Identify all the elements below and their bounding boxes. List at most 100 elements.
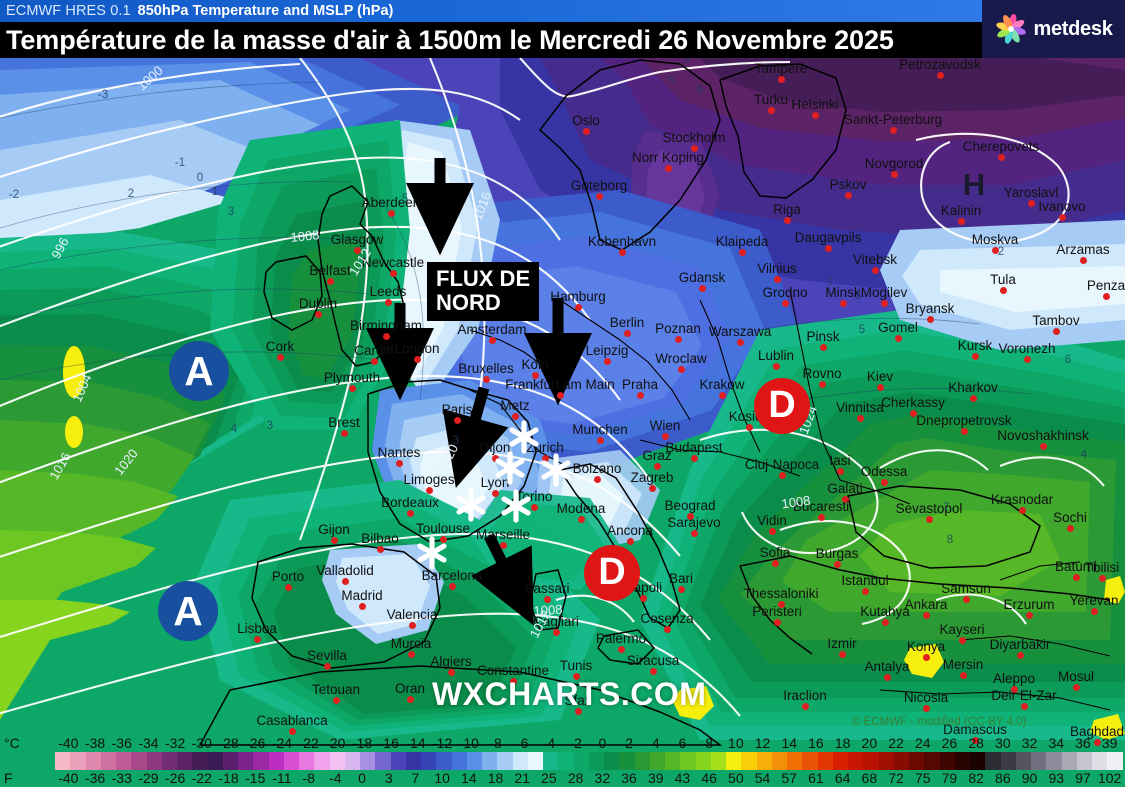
colorbar-tick: 10: [728, 735, 744, 751]
colorbar-tick: -6: [516, 735, 529, 751]
colorbar-tick: -15: [245, 770, 266, 786]
colorbar-tick: 4: [651, 735, 660, 751]
colorbar-tick: 97: [1075, 770, 1091, 786]
colorbar-tick: -16: [378, 735, 399, 751]
colorbar-tick: 75: [914, 770, 931, 786]
colorbar-segment: [710, 752, 726, 770]
title-bar: Température de la masse d'air à 1500m le…: [0, 22, 982, 58]
colorbar-segment: [85, 752, 101, 770]
colorbar-segment: [665, 752, 681, 770]
colorbar-tick: -18: [218, 770, 239, 786]
colorbar-segment: [756, 752, 772, 770]
colorbar-tick: -26: [245, 735, 266, 751]
colorbar-tick: -8: [302, 770, 315, 786]
colorbar-segment: [131, 752, 147, 770]
flux-de-nord-label: FLUX DE NORD: [427, 262, 540, 321]
temperature-colorbar[interactable]: °C -40 -38 -36 -34 -32 -30 -28 -26 -24 -22 -20 -18-…: [0, 735, 1125, 787]
colorbar-segment: [588, 752, 604, 770]
colorbar-tick: 36: [1075, 735, 1091, 751]
colorbar-tick: 16: [808, 735, 824, 751]
ecmwf-credit: © ECMWF - modified (CC-BY 4.0): [852, 716, 1027, 728]
colorbar-tick: 22: [888, 735, 904, 751]
metdesk-brand[interactable]: metdesk: [982, 0, 1125, 58]
colorbar-segment: [177, 752, 193, 770]
colorbar-tick: -14: [405, 735, 426, 751]
colorbar-tick: -34: [138, 735, 159, 751]
header-info-strip: ECMWF HRES 0.1 850hPa Temperature and MS…: [0, 0, 982, 22]
colorbar-segment: [832, 752, 848, 770]
colorbar-segment: [70, 752, 86, 770]
colorbar-tick: -24: [271, 735, 293, 751]
colorbar-segment: [985, 752, 1001, 770]
flow-arrows: [365, 158, 593, 626]
colorbar-segment: [954, 752, 970, 770]
colorbar-segment: [680, 752, 696, 770]
colorbar-segment: [1061, 752, 1077, 770]
colorbar-segment: [238, 752, 254, 770]
colorbar-tick: -18: [351, 735, 373, 751]
high-center-letter: H: [962, 166, 986, 202]
high-pressure-marker[interactable]: A: [158, 581, 218, 641]
colorbar-tick: 18: [834, 735, 851, 751]
colorbar-segment: [253, 752, 269, 770]
colorbar-tick: 46: [701, 770, 717, 786]
colorbar-segment: [344, 752, 360, 770]
colorbar-segment: [817, 752, 833, 770]
colorbar-segment: [299, 752, 315, 770]
colorbar-tick: 10: [434, 770, 450, 786]
colorbar-segment: [55, 752, 71, 770]
colorbar-tick: 0: [598, 735, 607, 751]
colorbar-gradient: [55, 752, 1123, 770]
colorbar-tick: 50: [728, 770, 744, 786]
colorbar-segment: [649, 752, 665, 770]
colorbar-tick: 79: [941, 770, 958, 786]
colorbar-segment: [787, 752, 803, 770]
colorbar-segment: [878, 752, 894, 770]
colorbar-tick: -4: [329, 770, 342, 786]
colorbar-segment: [1092, 752, 1108, 770]
colorbar-segment: [161, 752, 177, 770]
colorbar-segment: [771, 752, 787, 770]
colorbar-segment: [1046, 752, 1062, 770]
high-pressure-marker[interactable]: A: [169, 341, 229, 401]
colorbar-tick: 102: [1097, 770, 1122, 786]
colorbar-tick: -32: [165, 735, 186, 751]
colorbar-segment: [360, 752, 376, 770]
colorbar-segment: [863, 752, 879, 770]
colorbar-tick: -2: [569, 735, 582, 751]
colorbar-segment: [970, 752, 986, 770]
colorbar-segment: [848, 752, 864, 770]
colorbar-segment: [802, 752, 818, 770]
low-pressure-marker[interactable]: D: [754, 378, 810, 434]
colorbar-segment: [390, 752, 406, 770]
low-pressure-marker[interactable]: D: [584, 545, 640, 601]
colorbar-segment: [726, 752, 742, 770]
colorbar-segment: [146, 752, 162, 770]
brand-name-label: metdesk: [1033, 17, 1113, 40]
colorbar-segment: [100, 752, 116, 770]
colorbar-tick: 7: [411, 770, 420, 786]
colorbar-tick: -36: [111, 735, 132, 751]
colorbar-segment: [924, 752, 940, 770]
colorbar-segment: [314, 752, 330, 770]
colorbar-tick: -22: [298, 735, 319, 751]
colorbar-segment: [1107, 752, 1123, 770]
colorbar-segment: [329, 752, 345, 770]
colorbar-tick: 90: [1021, 770, 1038, 786]
colorbar-segment: [527, 752, 543, 770]
colorbar-tick: -11: [272, 770, 292, 786]
colorbar-tick: -22: [191, 770, 212, 786]
colorbar-segment: [741, 752, 757, 770]
celsius-tick-row: °C -40 -38 -36 -34 -32 -30 -28 -26 -24 -22 -20 -18-…: [0, 735, 1125, 752]
colorbar-segment: [116, 752, 132, 770]
colorbar-tick: -40: [58, 770, 79, 786]
colorbar-segment: [283, 752, 299, 770]
colorbar-segment: [192, 752, 208, 770]
colorbar-tick: 28: [567, 770, 584, 786]
parameter-label: 850hPa Temperature and MSLP (hPa): [137, 3, 394, 19]
colorbar-tick: 3: [384, 770, 393, 786]
colorbar-tick: 30: [995, 735, 1011, 751]
